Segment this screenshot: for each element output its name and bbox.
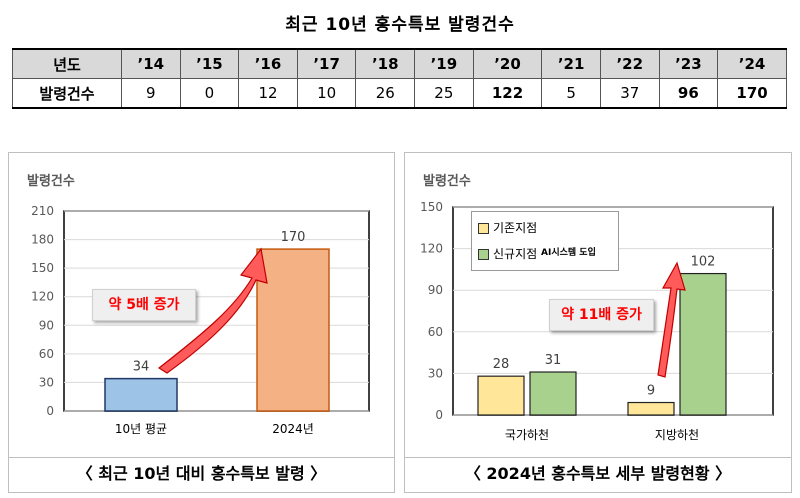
year-cell: ’24: [717, 48, 787, 79]
chart-panel-right: 발령건수 0 30 60 90 120 150 28 31 국가하천 9 102 지방하천 기존지점 신…: [404, 152, 792, 458]
y-tick-label: 180: [31, 233, 54, 247]
chart-panel-left: 발령건수 0 30 60 90 120 150 180 210 34 10년 평균 170 2024년 …: [8, 152, 395, 458]
year-cell: ’14: [121, 48, 181, 79]
y-tick-label: 120: [31, 290, 54, 304]
y-tick-label: 120: [420, 242, 443, 256]
count-cell: 12: [238, 78, 298, 109]
legend-label-new: 신규지점: [493, 247, 538, 261]
count-cell: 96: [658, 78, 719, 109]
bar: [104, 377, 178, 412]
year-cell: ’15: [179, 48, 240, 79]
count-cell: 26: [355, 78, 416, 109]
year-cell: ’20: [472, 48, 543, 79]
legend-label-existing: 기존지점: [493, 221, 538, 235]
count-cell: 170: [717, 78, 787, 109]
x-tick-label: 국가하천: [505, 427, 549, 442]
year-header-label: 년도: [12, 48, 122, 79]
growth-arrow-right: [657, 261, 686, 378]
count-cell: 9: [121, 78, 181, 109]
year-cell: ’19: [414, 48, 474, 79]
bar: [679, 272, 727, 416]
year-cell: ’23: [658, 48, 719, 79]
x-tick-label: 2024년: [272, 422, 314, 436]
count-cell: 37: [599, 78, 660, 109]
x-tick-label: 지방하천: [655, 427, 699, 442]
y-tick-label: 60: [39, 347, 54, 361]
bar: [477, 375, 525, 416]
count-cell: 10: [296, 78, 357, 109]
y-tick-label: 210: [31, 204, 54, 218]
data-label: 9: [647, 384, 655, 399]
alert-count-table: 년도 ’14’15’16’17’18’19’20’21’22’23’24 발령건수…: [12, 48, 787, 109]
y-tick-label: 0: [46, 404, 54, 418]
page-title: 최근 10년 홍수특보 발령건수: [285, 15, 515, 35]
data-label: 102: [691, 255, 716, 270]
x-tick-label: 10년 평균: [115, 422, 167, 436]
growth-arrow-shape: [657, 261, 686, 378]
data-label: 170: [281, 230, 306, 245]
count-cell: 5: [541, 78, 601, 109]
y-tick-label: 60: [428, 325, 443, 339]
chart-left-svg: 발령건수 0 30 60 90 120 150 180 210 34 10년 평균 170 2024년: [27, 173, 370, 436]
year-cell: ’22: [599, 48, 660, 79]
growth-arrow-shape: [157, 247, 268, 374]
chart-right-svg: 발령건수 0 30 60 90 120 150 28 31 국가하천 9 102 지방하천: [420, 173, 774, 442]
callout-left: 약 5배 증가: [92, 289, 196, 321]
legend-ai-note: AI시스템 도입: [541, 248, 596, 258]
y-tick-label: 0: [435, 408, 443, 422]
legend-item-existing: 기존지점: [478, 219, 537, 236]
year-cell: ’17: [296, 48, 357, 79]
y-tick-label: 30: [39, 375, 54, 389]
y-tick-label: 90: [39, 318, 54, 332]
y-tick-label: 150: [31, 261, 54, 275]
year-cell: ’21: [541, 48, 601, 79]
legend-item-new: 신규지점 AI시스템 도입: [478, 245, 596, 262]
count-cell: 0: [179, 78, 240, 109]
y-tick-label: 90: [428, 283, 443, 297]
count-cell: 25: [414, 78, 474, 109]
chart-legend: 기존지점 신규지점 AI시스템 도입: [471, 211, 619, 271]
bar: [529, 371, 577, 416]
caption-left: 〈 최근 10년 대비 홍수특보 발령 〉: [8, 456, 395, 493]
year-cell: ’18: [355, 48, 416, 79]
legend-swatch-existing: [478, 223, 489, 234]
y-axis-label: 발령건수: [423, 173, 471, 189]
year-cell: ’16: [238, 48, 298, 79]
data-label: 28: [493, 357, 510, 372]
count-row-label: 발령건수: [12, 78, 122, 109]
data-label: 34: [133, 360, 150, 375]
callout-right: 약 11배 증가: [549, 299, 654, 331]
count-cell: 122: [472, 78, 543, 109]
growth-arrow-left: [157, 247, 268, 374]
y-tick-label: 30: [428, 366, 443, 380]
data-label: 31: [545, 353, 562, 368]
bar: [627, 401, 675, 416]
legend-swatch-new: [478, 249, 489, 260]
caption-right: 〈 2024년 홍수특보 세부 발령현황 〉: [404, 456, 792, 493]
y-axis-label: 발령건수: [27, 173, 75, 189]
bar: [256, 248, 330, 412]
y-tick-label: 150: [420, 200, 443, 214]
